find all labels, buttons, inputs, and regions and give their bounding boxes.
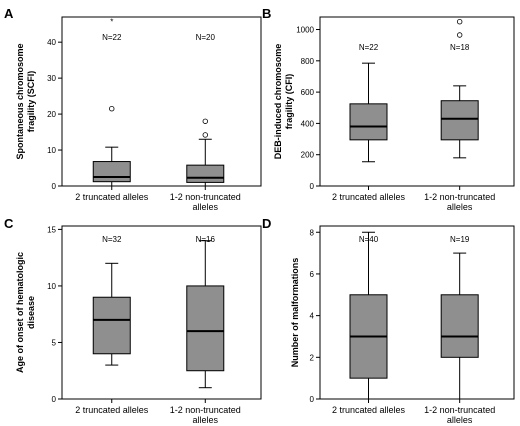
- x-tick-label: alleles: [193, 415, 219, 425]
- outlier-point: [456, 32, 463, 38]
- chart-panel-a: A 0 10 20 30 40 Spontaneous chromosome fragilit…: [4, 6, 262, 212]
- x-tick-label: 1-2 non-truncated: [424, 192, 495, 202]
- interquartile-box: [92, 161, 131, 183]
- y-tick-label: 0: [52, 182, 57, 191]
- y-tick-label: 30: [47, 74, 56, 83]
- sample-size-label: N=32: [102, 235, 122, 244]
- x-tick-label: 2 truncated alleles: [75, 192, 149, 202]
- sample-size-label: N=18: [450, 43, 470, 52]
- y-tick-label: 800: [301, 57, 315, 66]
- y-axis-label: Age of onset of hematologic: [15, 252, 25, 373]
- y-tick-label: 1000: [296, 26, 314, 35]
- outlier-point: [456, 18, 463, 25]
- plot-frame: [61, 16, 262, 187]
- panel-letter: C: [4, 216, 14, 231]
- x-tick-label: 1-2 non-truncated: [170, 192, 241, 202]
- x-tick-label: alleles: [447, 415, 473, 425]
- panel-letter: D: [262, 216, 271, 231]
- y-tick-label: 2: [310, 353, 315, 362]
- outlier-point: [202, 118, 208, 124]
- extreme-point: *: [110, 18, 113, 27]
- y-tick-label: 0: [310, 395, 315, 404]
- outlier-point: [109, 105, 115, 112]
- y-tick-label: 0: [310, 182, 315, 191]
- y-tick-label: 15: [47, 225, 56, 234]
- sample-size-label: N=16: [196, 235, 216, 244]
- y-axis-label: Number of malformations: [290, 258, 300, 368]
- y-tick-label: 600: [301, 88, 315, 97]
- interquartile-box: [92, 296, 131, 355]
- x-tick-label: 2 truncated alleles: [332, 405, 406, 415]
- box-plot-2: [186, 118, 225, 187]
- outlier-point: [202, 132, 208, 138]
- x-tick-label: alleles: [447, 202, 473, 212]
- sample-size-label: N=19: [450, 235, 470, 244]
- chart-panel-b: B 0 200 400 600 800 1000 DEB-induced chromosome…: [262, 6, 515, 212]
- box-plot-1: [349, 231, 388, 400]
- interquartile-box: [349, 103, 388, 141]
- y-tick-label: 200: [301, 151, 315, 160]
- y-axis-label: Spontaneous chromosome: [15, 43, 25, 159]
- x-tick-label: 1-2 non-truncated: [424, 405, 495, 415]
- y-tick-label: 40: [47, 38, 56, 47]
- y-tick-label: 10: [47, 146, 56, 155]
- sample-size-label: N=22: [102, 33, 122, 42]
- panel-letter: B: [262, 6, 271, 21]
- plot-frame: [319, 16, 515, 187]
- sample-size-label: N=22: [359, 43, 379, 52]
- y-tick-label: 6: [310, 270, 315, 279]
- box-plot-1: [92, 262, 131, 366]
- x-tick-label: 1-2 non-truncated: [170, 405, 241, 415]
- y-axis-label: fragility (SCFI): [26, 71, 36, 133]
- y-axis-label: DEB-induced chromosome: [273, 44, 283, 160]
- chart-panel-c: C 0 5 10 15 Age of onset of hematologic diseas…: [4, 216, 262, 425]
- y-tick-label: 5: [52, 338, 57, 347]
- plot-frame: [61, 225, 262, 400]
- box-plot-1: *: [92, 18, 131, 187]
- y-tick-label: 400: [301, 119, 315, 128]
- sample-size-label: N=20: [196, 33, 216, 42]
- box-plot-2: [440, 252, 479, 400]
- y-tick-label: 20: [47, 110, 56, 119]
- y-tick-label: 0: [52, 395, 57, 404]
- y-axis-label: disease: [26, 296, 36, 329]
- y-tick-label: 4: [310, 312, 315, 321]
- interquartile-box: [440, 294, 479, 358]
- interquartile-box: [186, 285, 225, 372]
- x-tick-label: alleles: [193, 202, 219, 212]
- box-plot-1: [349, 62, 388, 163]
- y-tick-label: 8: [310, 228, 315, 237]
- interquartile-box: [440, 100, 479, 141]
- panel-letter: A: [4, 6, 14, 21]
- x-tick-label: 2 truncated alleles: [332, 192, 406, 202]
- plot-frame: [319, 225, 515, 400]
- x-tick-label: 2 truncated alleles: [75, 405, 149, 415]
- y-tick-label: 10: [47, 282, 56, 291]
- interquartile-box: [186, 164, 225, 183]
- box-plot-2: [440, 18, 479, 159]
- y-axis-label: fragility (CFI): [284, 74, 294, 130]
- chart-panel-d: D 0 2 4 6 8 Number of malformations 2 truncated…: [262, 216, 515, 425]
- box-plot-2: [186, 240, 225, 389]
